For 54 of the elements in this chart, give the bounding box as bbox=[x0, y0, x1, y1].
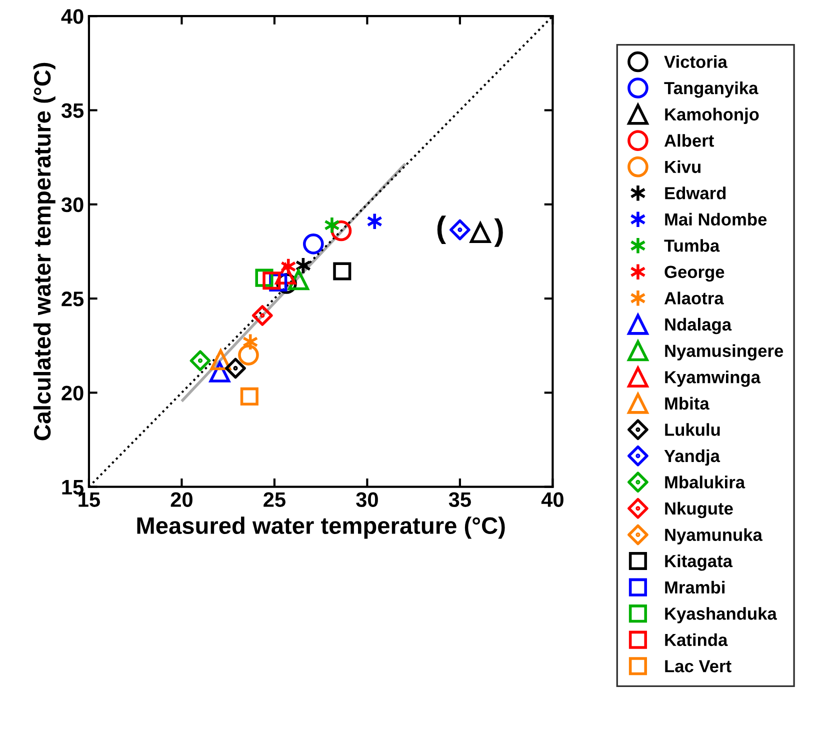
point bbox=[333, 262, 352, 280]
legend-label: Albert bbox=[664, 134, 714, 147]
x-tick-label: 30 bbox=[356, 492, 378, 508]
legend-label: George bbox=[664, 266, 724, 282]
y-tick-label: 20 bbox=[62, 386, 84, 400]
legend-label: Edward bbox=[665, 186, 726, 200]
legend-label: Victoria bbox=[664, 55, 728, 68]
annotation: ( bbox=[437, 216, 446, 244]
point bbox=[262, 272, 281, 290]
x-tick-label: 40 bbox=[541, 492, 564, 508]
x-tick-label: 15 bbox=[78, 492, 100, 508]
legend-label: Kitagata bbox=[665, 554, 733, 571]
legend-label: Mai Ndombe bbox=[665, 212, 767, 226]
point bbox=[450, 219, 470, 240]
point bbox=[225, 358, 246, 379]
legend-label: Lac Vert bbox=[665, 660, 732, 672]
legend-label: Mbalukira bbox=[665, 476, 746, 488]
point bbox=[238, 344, 259, 366]
legend-label: Lukulu bbox=[665, 423, 720, 436]
legend-label: Kivu bbox=[665, 160, 700, 174]
legend-label: Mrambi bbox=[665, 580, 725, 594]
y-tick-label: 40 bbox=[61, 9, 84, 24]
point bbox=[470, 222, 491, 244]
x-tick-label: 35 bbox=[448, 492, 471, 508]
x-tick-label: 25 bbox=[264, 492, 286, 508]
legend-label: Kyashanduka bbox=[665, 607, 777, 624]
point bbox=[240, 387, 258, 406]
annotation: ) bbox=[494, 218, 503, 247]
legend-label: Tanganyika bbox=[664, 81, 758, 98]
x-tick-label: 20 bbox=[170, 492, 192, 508]
point bbox=[190, 350, 211, 372]
legend-label: Ndalaga bbox=[665, 318, 732, 334]
y-tick-label: 30 bbox=[61, 197, 84, 212]
legend-label: Alaotra bbox=[664, 292, 724, 304]
legend-label: Yandja bbox=[664, 449, 720, 466]
y-tick-label: 25 bbox=[62, 292, 84, 306]
point bbox=[302, 234, 324, 254]
legend-label: Kamohonjo bbox=[665, 108, 759, 124]
point bbox=[252, 305, 273, 326]
point bbox=[330, 220, 352, 242]
legend-label: Katinda bbox=[665, 633, 728, 646]
legend-label: Nyamusingere bbox=[665, 344, 784, 361]
legend-label: Nkugute bbox=[665, 502, 733, 518]
y-tick-label: 35 bbox=[61, 103, 84, 118]
legend-label: Kyamwinga bbox=[665, 370, 761, 387]
point bbox=[288, 269, 309, 290]
point bbox=[209, 362, 230, 382]
legend-label: Nyamunuka bbox=[665, 528, 763, 544]
y-axis-title: Calculated water temperature (°C) bbox=[33, 62, 56, 440]
legend-label: Mbita bbox=[665, 396, 710, 410]
point bbox=[275, 264, 296, 284]
x-axis-title: Measured water temperature (°C) bbox=[137, 516, 505, 539]
legend-label: Tumba bbox=[664, 239, 720, 252]
y-tick-label: 15 bbox=[62, 480, 84, 495]
